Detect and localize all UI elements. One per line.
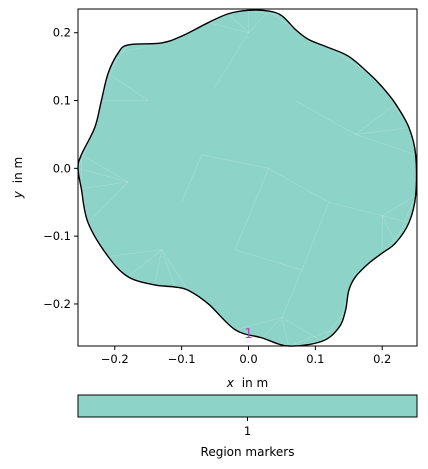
colorbar-label: Region markers bbox=[201, 445, 295, 459]
mesh-edge bbox=[78, 168, 129, 183]
mesh-edge bbox=[281, 269, 303, 318]
y-tick-label: 0.1 bbox=[53, 94, 71, 108]
mesh-edge bbox=[101, 52, 119, 101]
mesh-edge bbox=[118, 42, 162, 54]
x-axis-label: x in m bbox=[226, 376, 268, 390]
x-tick-label: 0.1 bbox=[306, 352, 324, 366]
mesh-edge bbox=[235, 317, 283, 331]
x-tick-label: 0.0 bbox=[239, 352, 257, 366]
mesh-edge bbox=[288, 340, 323, 347]
mesh-edge bbox=[248, 10, 282, 17]
mesh-edge bbox=[328, 201, 383, 217]
mesh-edge bbox=[268, 10, 296, 30]
x-axis-var: x bbox=[226, 376, 235, 390]
mesh-edge bbox=[201, 154, 269, 169]
mesh-edge bbox=[235, 249, 303, 271]
x-tick-label: −0.2 bbox=[101, 352, 129, 366]
mesh-edge bbox=[161, 249, 189, 291]
mesh-edge bbox=[381, 86, 410, 128]
mesh-edge bbox=[355, 127, 410, 135]
mesh-edge bbox=[108, 249, 162, 257]
mesh-edge bbox=[301, 202, 330, 271]
mesh-edge bbox=[321, 310, 346, 342]
mesh-edge bbox=[228, 13, 249, 33]
mesh-edge bbox=[395, 195, 416, 244]
mesh-edge bbox=[87, 181, 129, 223]
mesh-edge bbox=[248, 10, 269, 33]
mesh-edge bbox=[107, 44, 129, 74]
mesh-edge bbox=[328, 47, 370, 74]
mesh-edge bbox=[261, 317, 283, 339]
mesh-edge bbox=[161, 249, 176, 288]
mesh-edge bbox=[281, 317, 289, 347]
mesh-edge bbox=[268, 168, 329, 203]
plot-area: 1 bbox=[77, 8, 418, 347]
mesh-edge bbox=[382, 195, 416, 217]
y-tick-label: 0.2 bbox=[53, 26, 71, 40]
mesh-edge bbox=[382, 222, 410, 254]
y-tick-label: −0.1 bbox=[43, 229, 71, 243]
mesh-edge bbox=[321, 327, 339, 342]
plot-frame bbox=[77, 8, 418, 347]
mesh-edge bbox=[81, 181, 129, 189]
x-tick-label: −0.1 bbox=[168, 352, 196, 366]
mesh-edge bbox=[127, 249, 162, 278]
colorbar-swatch bbox=[77, 394, 418, 418]
mesh-edge bbox=[381, 215, 396, 244]
mesh-edge bbox=[214, 32, 249, 88]
mesh-edge bbox=[355, 103, 396, 135]
y-axis-var: y bbox=[11, 190, 25, 199]
mesh-edge bbox=[234, 168, 269, 250]
mesh-edge bbox=[295, 100, 356, 135]
mesh-edge bbox=[355, 134, 416, 156]
x-axis-unit: in m bbox=[242, 376, 268, 390]
mesh-edge bbox=[107, 73, 149, 101]
mesh-edge bbox=[208, 22, 249, 34]
colorbar-tick-label: 1 bbox=[244, 424, 251, 438]
mesh-edge bbox=[181, 154, 202, 203]
mesh-edge bbox=[281, 317, 323, 342]
x-axis-ticks: −0.2 −0.1 0.0 0.1 0.2 bbox=[101, 346, 391, 366]
region-marker-label: 1 bbox=[244, 327, 252, 342]
y-axis-ticks: −0.2 −0.1 0.0 0.1 0.2 bbox=[43, 26, 78, 311]
mesh-edge bbox=[81, 154, 129, 183]
mesh-edge bbox=[288, 327, 339, 347]
mesh-edge bbox=[382, 215, 410, 223]
y-tick-label: −0.2 bbox=[43, 297, 71, 311]
y-axis-label: y in m bbox=[11, 157, 25, 199]
x-tick-label: 0.2 bbox=[373, 352, 391, 366]
mesh-edge bbox=[154, 249, 162, 286]
colorbar: 1 Region markers bbox=[77, 394, 418, 459]
region-1-fill bbox=[78, 10, 417, 347]
y-axis-unit: in m bbox=[11, 157, 25, 183]
y-tick-label: 0.0 bbox=[53, 161, 71, 175]
